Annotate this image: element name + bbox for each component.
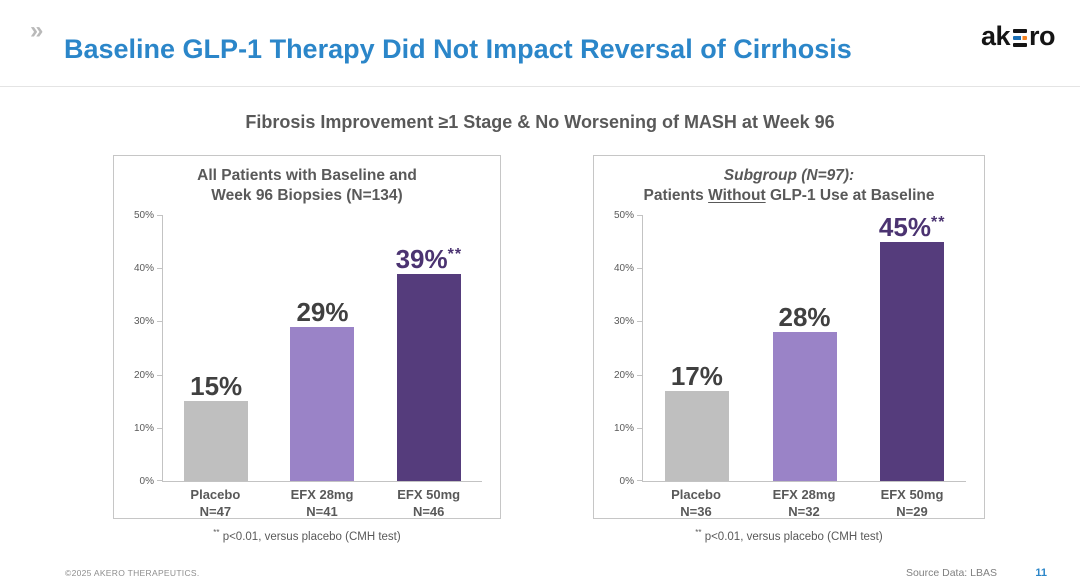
- x-category-n-label: N=47: [199, 504, 232, 519]
- y-axis-tick-mark: [157, 215, 163, 216]
- x-category-label: EFX 28mg: [290, 487, 354, 502]
- bar-value-label: 45%**: [878, 211, 946, 242]
- x-axis-category-efx-50mg: EFX 50mg N=46: [375, 486, 482, 520]
- x-category-n-label: N=29: [896, 504, 928, 519]
- bars-row: 17% 28% 45%**: [643, 214, 966, 481]
- page-title-rest: Did Not Impact Reversal of Cirrhosis: [374, 34, 852, 65]
- y-axis-tick-mark: [157, 321, 163, 323]
- bar-column-efx-50mg: 39%**: [376, 246, 482, 481]
- bar-placebo: [664, 390, 729, 481]
- chart-title-line2: Week 96 Biopsies (N=134): [211, 187, 403, 204]
- y-axis-tick-mark: [637, 268, 643, 270]
- chart-title-line1: All Patients with Baseline and: [197, 167, 417, 184]
- y-axis-tick-mark: [157, 374, 163, 376]
- page-title: Baseline GLP-1 Therapy Did Not Impact Re…: [64, 34, 852, 65]
- bar-value-label: 28%: [778, 302, 831, 333]
- chart-title: All Patients with Baseline and Week 96 B…: [114, 156, 500, 206]
- bar-value-label: 15%: [190, 371, 243, 402]
- y-axis-tick-label: 50%: [613, 210, 634, 221]
- y-axis-tick-label: 10%: [133, 422, 154, 434]
- page-title-emphasis: Baseline GLP-1 Therapy: [64, 34, 375, 65]
- significance-asterisks: **: [930, 213, 946, 231]
- y-axis-tick-mark: [157, 268, 163, 270]
- bar-placebo: [184, 401, 249, 481]
- akero-logo-e-icon: [1013, 28, 1027, 47]
- y-axis-tick-label: 50%: [133, 210, 154, 221]
- chevron-double-icon: »: [30, 17, 44, 44]
- y-axis-tick-mark: [157, 480, 163, 481]
- y-axis-tick-label: 20%: [613, 369, 634, 381]
- chart-panel-subgroup: Subgroup (N=97): Patients Without GLP-1 …: [593, 155, 985, 543]
- bar-value-label: 29%: [296, 296, 349, 327]
- y-axis-tick-label: 30%: [133, 316, 154, 328]
- y-axis-tick-label: 40%: [133, 263, 154, 275]
- y-axis-tick-mark: [637, 480, 643, 481]
- chart-box: All Patients with Baseline and Week 96 B…: [113, 155, 501, 519]
- bar-efx-50mg: [880, 241, 945, 481]
- x-axis-category-placebo: Placebo N=36: [642, 486, 750, 520]
- chart-title-line2: Patients Without GLP-1 Use at Baseline: [643, 187, 935, 204]
- x-category-n-label: N=32: [788, 504, 820, 519]
- bar-efx-28mg: [290, 326, 355, 481]
- chart-title-line1: Subgroup (N=97):: [723, 167, 855, 184]
- y-axis-tick-label: 10%: [613, 422, 634, 434]
- x-category-label: EFX 50mg: [880, 487, 944, 502]
- bar-column-efx-50mg: 45%**: [858, 214, 966, 481]
- source-data-text: Source Data: LBAS: [905, 567, 997, 579]
- bar-plot: 0% 10% 20% 30% 40% 50% 15% 29% 39%**: [134, 210, 482, 487]
- x-category-label: EFX 50mg: [397, 487, 461, 502]
- y-axis-tick-mark: [637, 427, 643, 429]
- bar-efx-28mg: [772, 332, 837, 481]
- y-axis-tick-mark: [157, 427, 163, 429]
- slide-subtitle: Fibrosis Improvement ≥1 Stage & No Worse…: [245, 112, 835, 132]
- x-category-label: EFX 28mg: [772, 487, 836, 502]
- page-number: 11: [1035, 567, 1047, 579]
- x-category-label: Placebo: [190, 487, 241, 502]
- chart-panel-all-patients: All Patients with Baseline and Week 96 B…: [113, 155, 501, 543]
- y-axis-tick-label: 30%: [613, 316, 634, 328]
- y-axis-tick-mark: [637, 321, 643, 323]
- bar-column-efx-28mg: 29%: [269, 299, 375, 481]
- chart-footnote: ** p<0.01, versus placebo (CMH test): [213, 528, 401, 543]
- y-axis-tick-mark: [637, 215, 643, 216]
- bar-plot: 0% 10% 20% 30% 40% 50% 17% 28% 45%**: [614, 210, 966, 487]
- bar-column-placebo: 15%: [163, 373, 269, 481]
- chart-box: Subgroup (N=97): Patients Without GLP-1 …: [593, 155, 985, 519]
- bar-column-efx-28mg: 28%: [751, 304, 859, 481]
- copyright-text: ©2025 AKERO THERAPEUTICS.: [65, 568, 200, 578]
- slide-header: » Baseline GLP-1 Therapy Did Not Impact …: [0, 0, 1080, 87]
- akero-logo-text-left: ak: [980, 21, 1011, 51]
- x-axis-category-efx-28mg: EFX 28mg N=32: [750, 486, 858, 520]
- y-axis-tick-label: 0%: [619, 476, 634, 487]
- x-axis-labels: Placebo N=47 EFX 28mg N=41 EFX 50mg N=46: [162, 486, 482, 520]
- x-axis-category-placebo: Placebo N=47: [162, 486, 269, 520]
- y-axis-tick-label: 0%: [139, 476, 154, 487]
- bar-value-label: 39%**: [395, 243, 463, 274]
- x-axis-category-efx-28mg: EFX 28mg N=41: [269, 486, 376, 520]
- x-axis-category-efx-50mg: EFX 50mg N=29: [858, 486, 966, 520]
- chart-footnote: ** p<0.01, versus placebo (CMH test): [695, 528, 883, 543]
- y-axis-tick-label: 40%: [613, 263, 634, 275]
- bars-row: 15% 29% 39%**: [163, 215, 482, 481]
- x-category-n-label: N=41: [306, 504, 338, 519]
- bar-value-label: 17%: [670, 360, 723, 391]
- x-category-n-label: N=36: [680, 504, 712, 519]
- x-axis-labels: Placebo N=36 EFX 28mg N=32 EFX 50mg N=29: [642, 486, 966, 520]
- akero-logo: ak ro: [980, 21, 1056, 51]
- significance-asterisks: **: [447, 245, 463, 263]
- x-category-label: Placebo: [671, 487, 721, 502]
- chart-title: Subgroup (N=97): Patients Without GLP-1 …: [594, 156, 984, 206]
- akero-logo-text-right: ro: [1029, 21, 1056, 51]
- bar-column-placebo: 17%: [643, 363, 751, 481]
- y-axis-tick-mark: [637, 374, 643, 376]
- bar-efx-50mg: [396, 273, 461, 481]
- y-axis-tick-label: 20%: [133, 369, 154, 381]
- x-category-n-label: N=46: [412, 504, 445, 519]
